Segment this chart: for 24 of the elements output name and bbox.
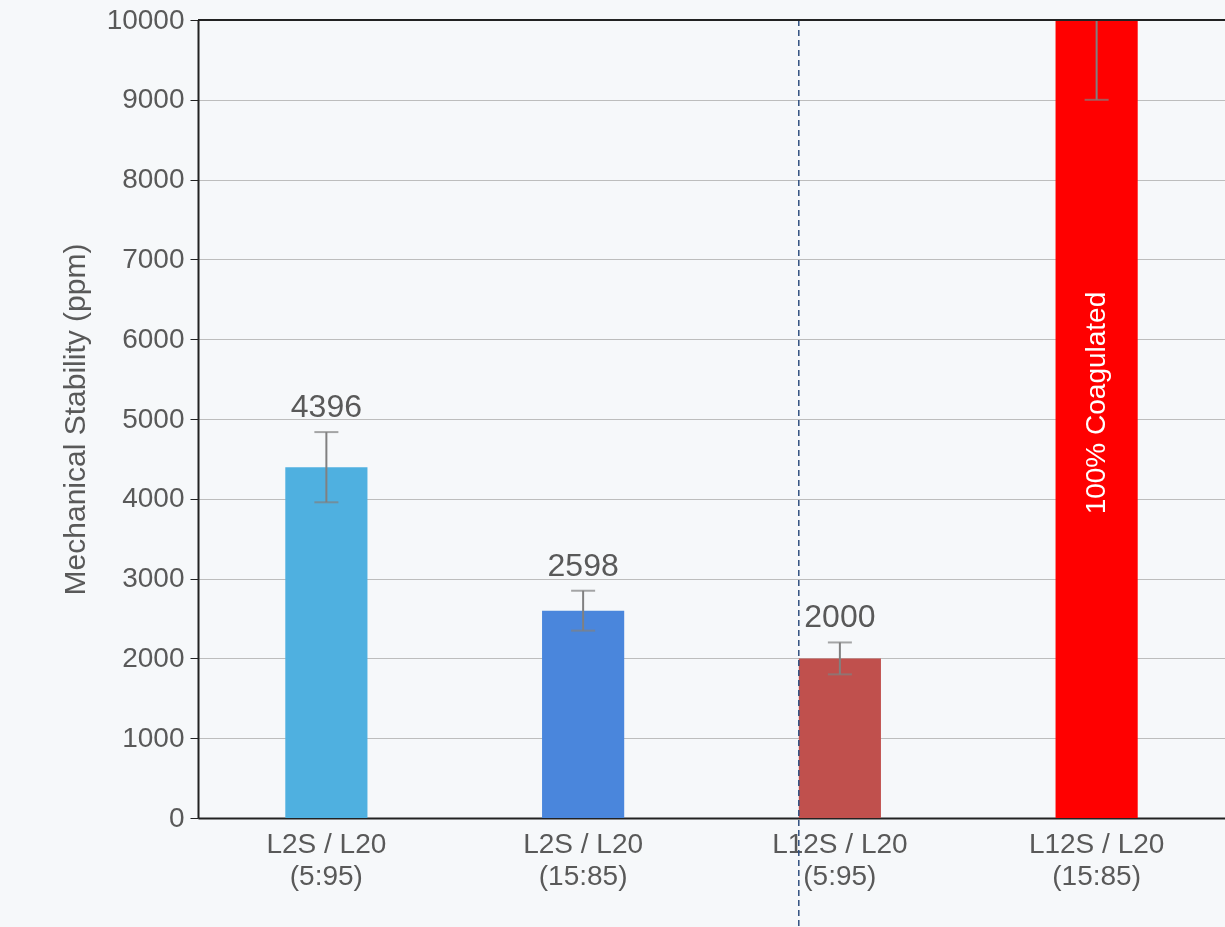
y-tick-label: 10000 xyxy=(106,3,185,35)
y-tick-label: 8000 xyxy=(122,163,185,195)
y-tick-label: 0 xyxy=(168,801,185,833)
y-tick-label: 7000 xyxy=(122,242,185,274)
x-tick-label: L2S / L20 (15:85) xyxy=(523,827,644,891)
annotation: 100% Coagulated xyxy=(1079,291,1111,515)
y-tick-label: 6000 xyxy=(122,322,185,354)
data-label: 2000 xyxy=(804,598,876,635)
x-tick-label: L12S / L20 (15:85) xyxy=(1028,827,1165,891)
data-label: 2598 xyxy=(547,546,619,583)
y-tick-label: 9000 xyxy=(122,83,185,115)
bar xyxy=(542,610,625,818)
data-label: 4396 xyxy=(290,388,362,425)
y-tick-label: 2000 xyxy=(122,641,185,673)
y-tick-label: 1000 xyxy=(122,721,185,753)
x-tick-label: L12S / L20 (5:95) xyxy=(772,827,908,891)
x-tick-label: L2S / L20 (5:95) xyxy=(266,827,387,891)
bar xyxy=(798,658,881,818)
y-tick-label: 3000 xyxy=(122,562,185,594)
y-tick-label: 4000 xyxy=(122,482,185,514)
y-axis-title: Mechanical Stability (ppm) xyxy=(57,243,91,596)
y-tick-label: 5000 xyxy=(122,402,185,434)
bar xyxy=(1055,20,1138,818)
bar xyxy=(285,467,368,818)
